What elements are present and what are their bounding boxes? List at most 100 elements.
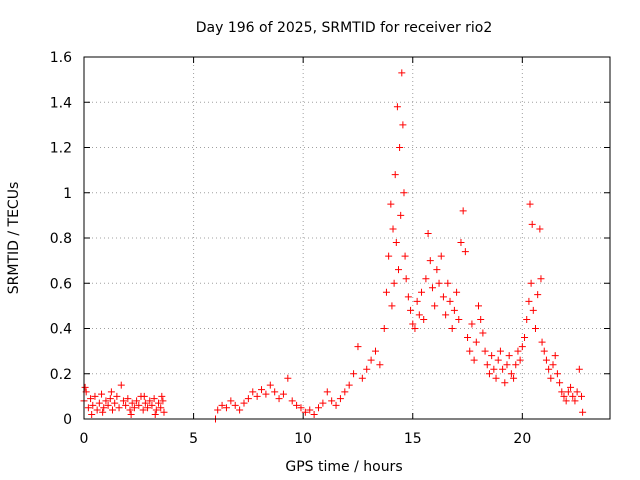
data-point xyxy=(481,347,489,355)
data-point xyxy=(553,370,561,378)
data-point xyxy=(284,374,292,382)
data-point xyxy=(227,397,235,405)
data-point xyxy=(141,399,149,407)
data-point xyxy=(545,365,553,373)
data-point xyxy=(158,392,166,400)
data-point xyxy=(319,399,327,407)
data-point xyxy=(150,395,158,403)
data-point xyxy=(428,284,436,292)
data-point xyxy=(470,356,478,364)
data-point xyxy=(512,361,520,369)
data-point xyxy=(501,379,509,387)
data-point xyxy=(477,315,485,323)
y-axis-label: SRMTID / TECUs xyxy=(6,182,22,295)
data-point xyxy=(433,266,441,274)
data-point xyxy=(444,279,452,287)
data-point xyxy=(275,395,283,403)
data-point xyxy=(258,386,266,394)
data-point xyxy=(538,338,546,346)
data-point xyxy=(159,397,167,405)
data-point xyxy=(376,361,384,369)
data-point xyxy=(488,352,496,360)
data-point xyxy=(87,395,95,403)
data-point xyxy=(124,395,132,403)
data-point xyxy=(409,320,417,328)
x-tick-label: 10 xyxy=(294,431,312,447)
data-point xyxy=(363,365,371,373)
data-point xyxy=(521,334,529,342)
data-point xyxy=(236,406,244,414)
data-point xyxy=(472,338,480,346)
data-point xyxy=(567,383,575,391)
data-point xyxy=(157,404,165,412)
y-tick-label: 1.2 xyxy=(50,141,72,157)
data-points xyxy=(80,69,587,423)
data-point xyxy=(240,399,248,407)
data-point xyxy=(88,410,96,418)
data-point xyxy=(525,297,533,305)
data-point xyxy=(496,347,504,355)
data-point xyxy=(450,306,458,314)
data-point xyxy=(516,356,524,364)
data-point xyxy=(151,410,159,418)
data-point xyxy=(518,343,526,351)
data-point xyxy=(459,207,467,215)
data-point xyxy=(396,144,404,151)
data-point xyxy=(503,361,511,369)
data-point xyxy=(315,404,323,412)
data-point xyxy=(401,252,409,260)
data-point xyxy=(547,374,555,382)
data-point xyxy=(117,381,125,389)
data-point xyxy=(336,395,344,403)
plot-frame xyxy=(83,56,611,420)
data-point xyxy=(328,397,336,405)
data-point xyxy=(99,408,107,416)
data-point xyxy=(135,401,143,409)
data-point xyxy=(556,379,564,387)
data-point xyxy=(253,392,261,400)
data-point xyxy=(499,365,507,373)
data-point xyxy=(130,404,138,412)
data-point xyxy=(461,248,469,256)
data-point xyxy=(448,325,456,332)
data-point xyxy=(431,302,439,310)
data-point xyxy=(534,291,542,299)
data-point xyxy=(485,370,493,378)
data-point xyxy=(562,397,570,405)
data-point xyxy=(84,404,92,412)
data-point xyxy=(437,252,445,260)
data-point xyxy=(128,399,136,407)
data-point xyxy=(392,239,400,247)
grid xyxy=(84,57,610,419)
data-point xyxy=(391,171,399,179)
data-point xyxy=(575,365,583,373)
data-point xyxy=(537,275,545,283)
data-point xyxy=(579,408,587,416)
data-point xyxy=(98,390,106,398)
data-point xyxy=(367,356,375,364)
data-point xyxy=(111,399,119,407)
data-point xyxy=(558,388,566,396)
y-tick-label: 1 xyxy=(63,186,72,202)
data-point xyxy=(531,325,539,332)
data-point xyxy=(494,356,502,364)
data-point xyxy=(222,404,230,412)
data-point xyxy=(354,343,362,351)
data-point xyxy=(306,406,314,414)
data-point xyxy=(107,388,115,396)
data-point xyxy=(126,406,134,414)
data-point xyxy=(350,370,358,378)
data-point xyxy=(407,306,415,314)
data-point xyxy=(127,410,135,418)
data-point xyxy=(578,392,586,400)
data-point xyxy=(301,408,309,416)
data-point xyxy=(388,302,396,310)
data-point xyxy=(95,399,103,407)
data-point xyxy=(510,374,518,382)
data-point xyxy=(490,365,498,373)
data-point xyxy=(119,397,127,405)
data-point xyxy=(528,220,536,228)
data-point xyxy=(104,401,112,409)
y-tick-label: 0.4 xyxy=(50,322,72,338)
data-point xyxy=(387,200,395,208)
